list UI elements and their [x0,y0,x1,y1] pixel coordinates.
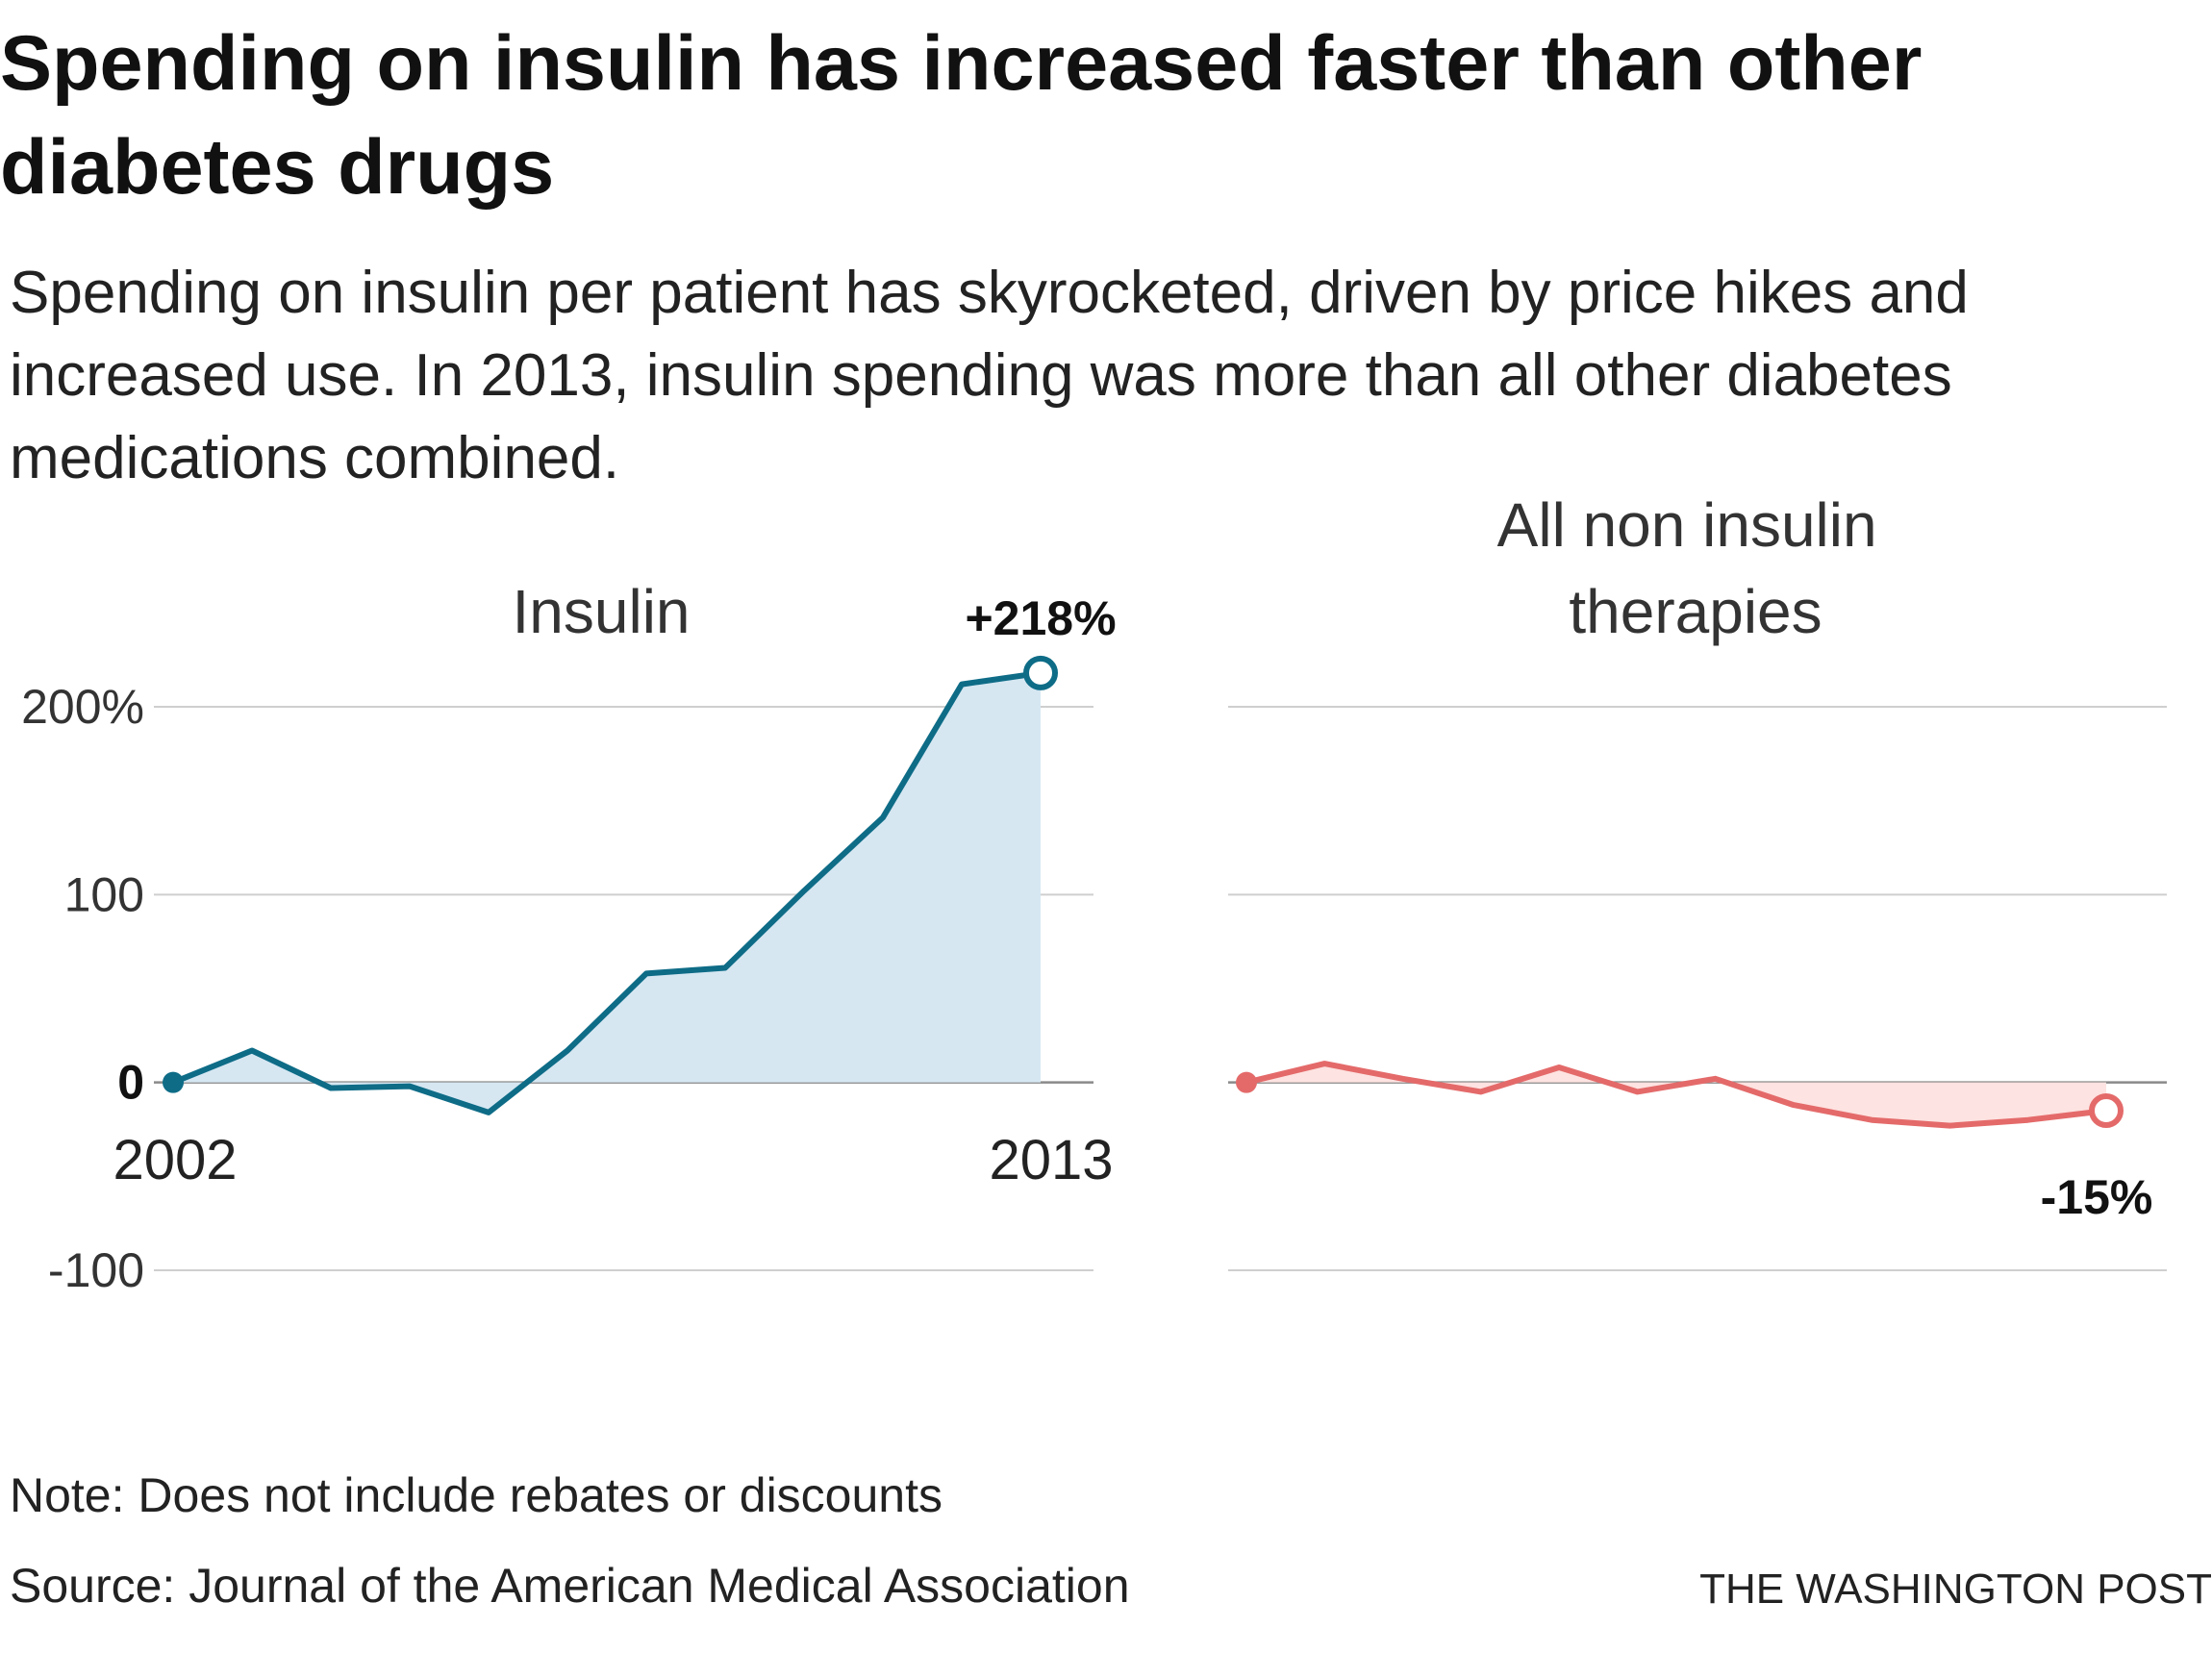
insulin-panel: Insulin +218% 2002 2013 [113,577,1116,1191]
y-axis-tick-labels: 200% 100 0 -100 [21,680,144,1297]
y-tick-label: -100 [48,1243,144,1297]
gridlines [154,706,2167,1271]
publisher-credit: THE WASHINGTON POST [1699,1565,2212,1613]
y-tick-label: 200% [21,680,144,734]
insulin-series-line [171,669,1042,1115]
x-tick-label-end: 2013 [989,1129,1113,1191]
y-tick-label: 100 [64,867,144,921]
non-insulin-start-point [1236,1071,1257,1093]
insulin-end-point [1023,655,1058,690]
non-insulin-panel-title: All non insulin therapies [1497,490,1895,646]
insulin-end-label: +218% [965,591,1116,645]
non-insulin-end-label: -15% [2041,1170,2153,1224]
footnote: Note: Does not include rebates or discou… [10,1468,943,1522]
source-line: Source: Journal of the American Medical … [10,1559,1130,1613]
insulin-area-fill [173,672,1041,1113]
chart-subtitle: Spending on insulin per patient has skyr… [10,260,1969,491]
non-insulin-series-line [1245,1061,2107,1129]
insulin-start-point [163,1071,184,1093]
non-insulin-title-line-1: All non insulin [1497,490,1877,560]
non-insulin-end-point [2089,1092,2124,1128]
non-insulin-area-fill [1246,1064,2106,1126]
non-insulin-panel: All non insulin therapies -15% [1236,490,2152,1224]
x-tick-label-start: 2002 [113,1129,237,1191]
chart-title: Spending on insulin has increased faster… [0,20,1923,211]
insulin-panel-title: Insulin [513,577,691,646]
non-insulin-title-line-2: therapies [1569,577,1822,646]
y-tick-label-zero: 0 [117,1056,144,1110]
